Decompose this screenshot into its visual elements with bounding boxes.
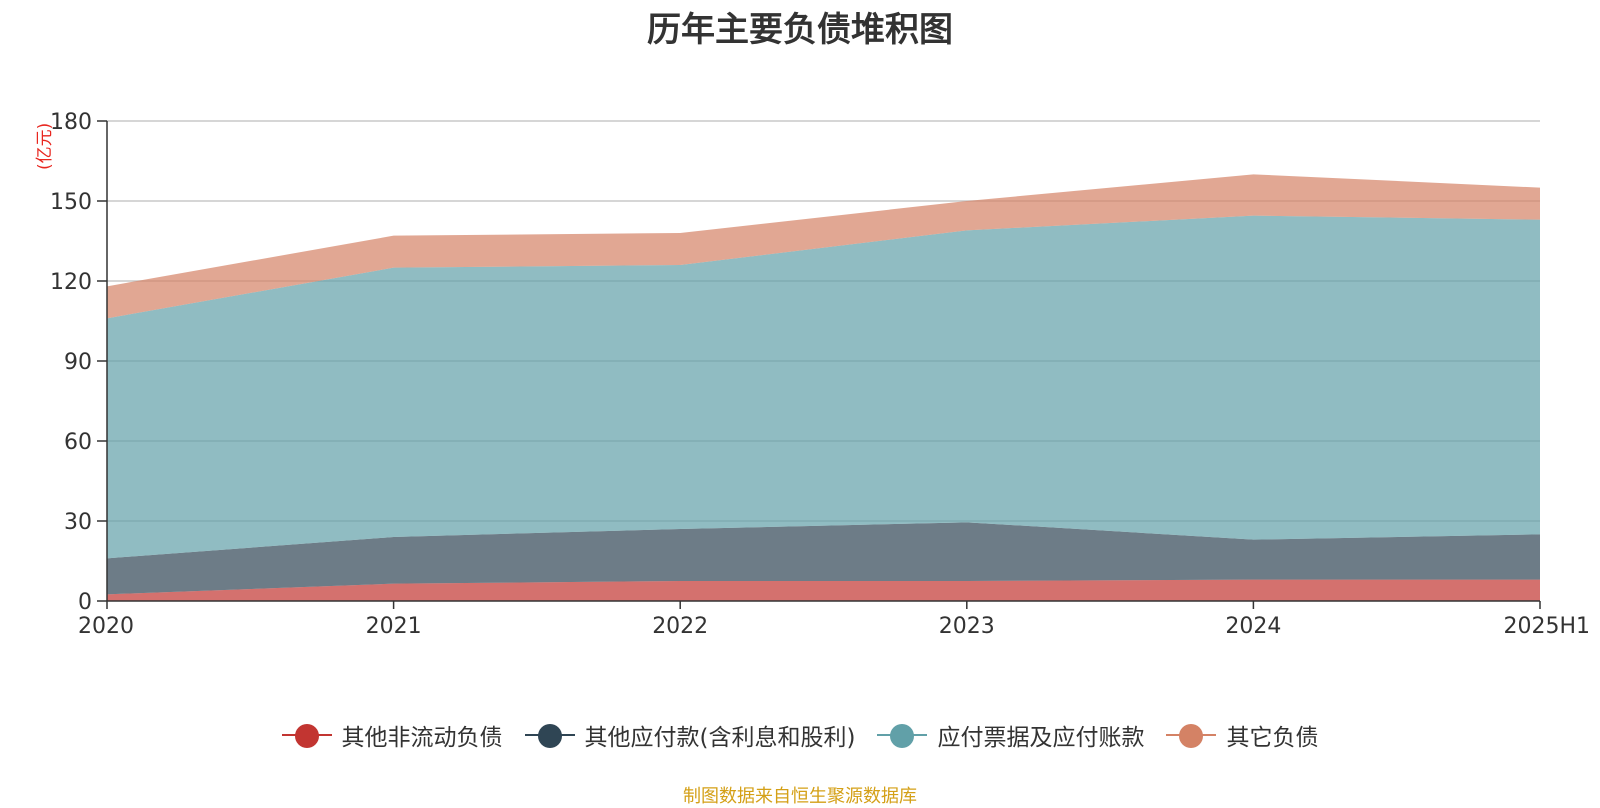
y-tick-label-6: 180 [50,110,92,135]
legend-item-0[interactable]: 其他非流动负债 [281,718,503,752]
area-series-1 [107,522,1540,595]
legend-swatch-0 [281,723,332,748]
x-tick-label-5: 2025H1 [1503,614,1590,639]
y-tick-label-1: 30 [64,510,92,535]
legend-label-3: 其它负债 [1226,725,1319,751]
area-series-3 [107,174,1540,319]
legend-swatch-1 [524,723,575,748]
legend-swatch-3 [1166,723,1217,748]
x-tick-label-4: 2024 [1225,614,1281,639]
x-tick-label-3: 2023 [939,614,995,639]
legend-label-1: 其他应付款(含利息和股利) [584,725,856,751]
x-tick-label-1: 2021 [366,614,422,639]
legend-item-2[interactable]: 应付票据及应付账款 [877,718,1144,752]
legend-item-1[interactable]: 其他应付款(含利息和股利) [524,718,856,752]
legend-item-3[interactable]: 其它负债 [1166,718,1318,752]
x-tick-label-2: 2022 [652,614,708,639]
x-tick-label-0: 2020 [78,614,134,639]
y-tick-label-5: 150 [50,190,92,215]
axes [97,120,1541,609]
area-layers [107,174,1540,601]
y-tick-label-4: 120 [50,270,92,295]
area-series-2 [107,215,1540,559]
source-note: 制图数据来自恒生聚源数据库 [683,786,917,807]
chart-title: 历年主要负债堆积图 [647,10,953,50]
legend-label-0: 其他非流动负债 [341,725,503,751]
y-tick-label-3: 90 [64,350,92,375]
area-series-0 [107,579,1540,601]
y-tick-labels: 0 30 60 90 120 150 180 [50,110,92,615]
x-tick-labels: 2020 2021 2022 2023 2024 2025H1 [78,614,1590,639]
legend-label-2: 应付票据及应付账款 [937,725,1145,751]
y-tick-label-2: 60 [64,430,92,455]
legend-swatch-2 [877,723,928,748]
legend: 其他非流动负债 其他应付款(含利息和股利) 应付票据及应付账款 其它负债 [0,718,1600,752]
y-tick-label-0: 0 [78,590,92,615]
